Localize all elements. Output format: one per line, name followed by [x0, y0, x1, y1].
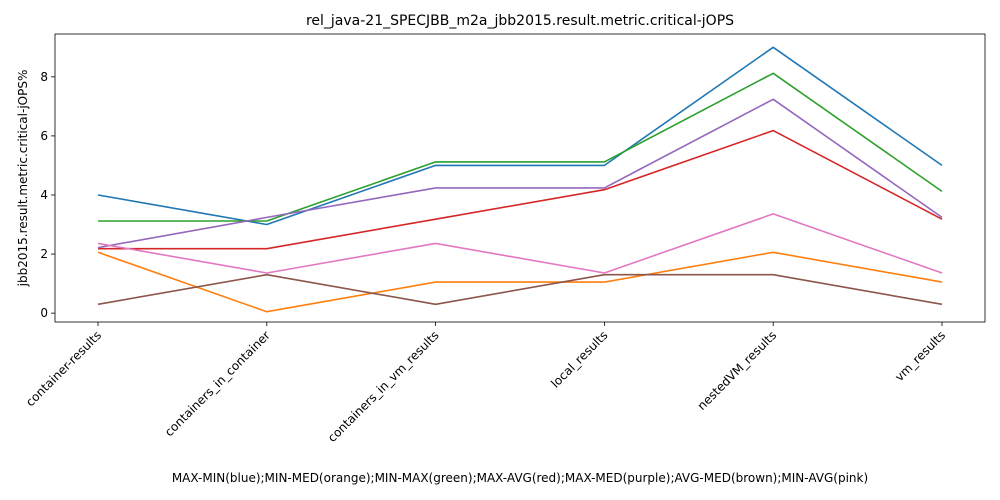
series-line-4 — [97, 98, 943, 249]
series-line-1 — [97, 251, 943, 313]
series-line-6 — [97, 213, 943, 274]
y-axis: 0 2 4 6 8 — [40, 70, 55, 320]
y-tick-label-4: 8 — [40, 70, 48, 84]
x-axis-label: MAX-MIN(blue);MIN-MED(orange);MIN-MAX(gr… — [172, 471, 868, 485]
y-axis-label: jbb2015.result.metric.critical-jOPS% — [16, 70, 30, 288]
series-line-0 — [97, 46, 943, 226]
y-tick-label-3: 6 — [40, 129, 48, 143]
chart-title: rel_java-21_SPECJBB_m2a_jbb2015.result.m… — [306, 13, 734, 29]
y-tick-label-0: 0 — [40, 306, 48, 320]
y-tick-label-1: 2 — [40, 247, 48, 261]
series-line-5 — [97, 273, 943, 306]
series-layer — [97, 46, 943, 313]
plot-frame — [54, 33, 986, 323]
series-line-2 — [98, 72, 943, 222]
y-tick-label-2: 4 — [40, 188, 48, 202]
series-line-3 — [98, 129, 943, 250]
